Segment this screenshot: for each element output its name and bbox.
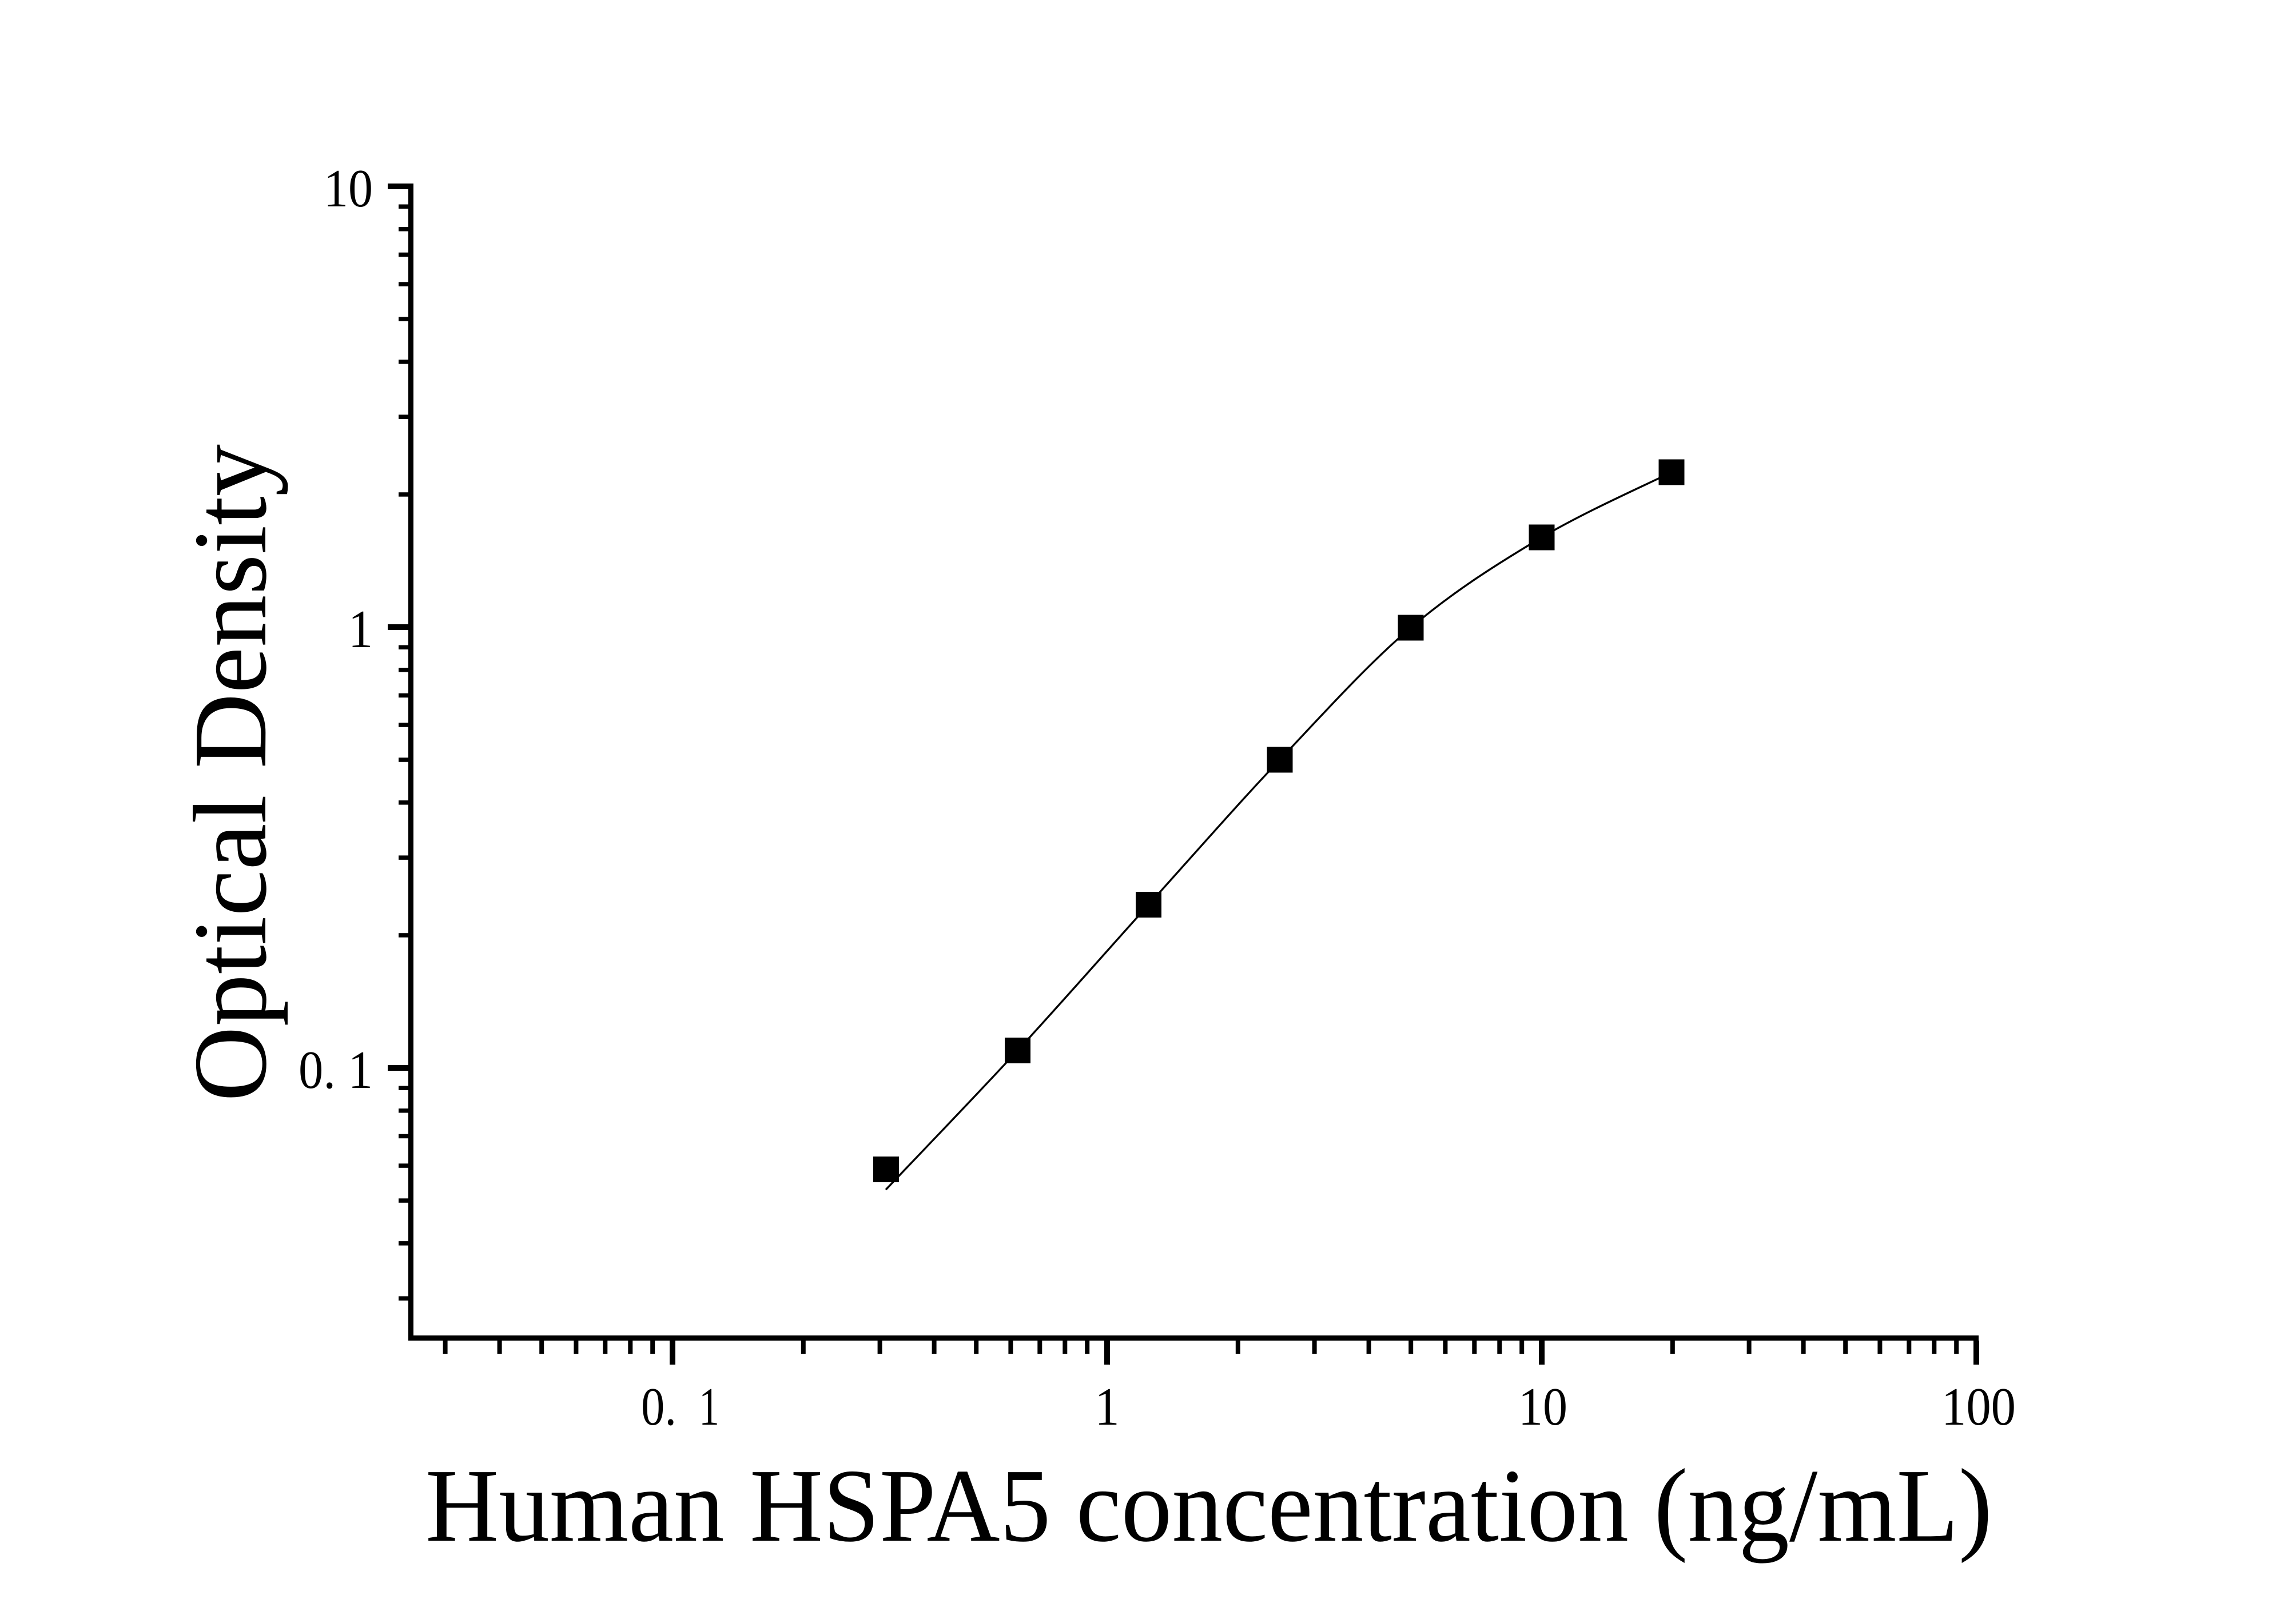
svg-text:1: 1: [699, 1377, 719, 1437]
svg-text:Optical Density: Optical Density: [172, 444, 288, 1102]
svg-text:100: 100: [1941, 1377, 2016, 1437]
svg-text:10: 10: [324, 159, 373, 218]
svg-text:10: 10: [1518, 1377, 1567, 1437]
svg-text:0. 1: 0. 1: [299, 1040, 373, 1100]
svg-text:1: 1: [1095, 1377, 1120, 1437]
svg-text:Human HSPA5 concentration (ng/: Human HSPA5 concentration (ng/mL): [425, 1448, 1992, 1564]
svg-text:1: 1: [348, 600, 373, 659]
svg-text:0.: 0.: [641, 1377, 677, 1437]
